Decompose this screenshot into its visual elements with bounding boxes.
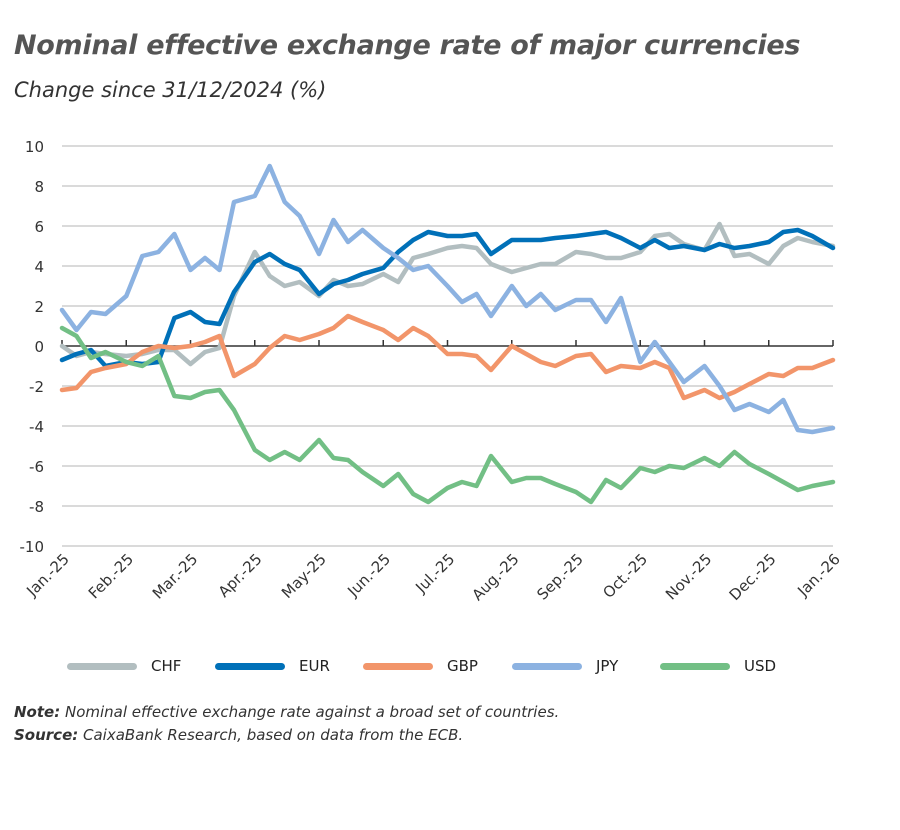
series-line-eur (59, 227, 836, 369)
x-tick-label: Jun.-25 (343, 550, 394, 601)
x-tick-label: Dec.-25 (726, 550, 780, 604)
legend-label: CHF (151, 657, 182, 675)
x-axis: Jan.-25 Feb.-25 Mar.-25 Apr.-25 May-25 Jun.-2… (22, 340, 844, 604)
y-tick-label: 10 (25, 138, 44, 156)
y-tick-label: -2 (29, 378, 44, 396)
line-chart: 10 8 6 4 2 0 -2 -4 -6 -8 -10 Jan.-25 Feb.-25 Mar.-25… (20, 138, 844, 604)
chart-subtitle: Change since 31/12/2024 (%) (14, 78, 327, 102)
x-tick-label: Jan.-26 (793, 550, 843, 600)
x-tick-label: Mar.-25 (149, 550, 201, 602)
source: Source: CaixaBank Research, based on dat… (14, 726, 463, 744)
legend: CHF EUR GBP JPY USD (0, 657, 900, 681)
y-tick-label: 8 (34, 178, 44, 196)
note: Note: Nominal effective exchange rate ag… (14, 703, 559, 721)
x-tick-label: Feb.-25 (85, 550, 137, 602)
legend-item-chf: CHF (67, 657, 181, 675)
note-label: Note: (14, 703, 61, 721)
x-tick-label: Jan.-25 (22, 550, 72, 600)
x-tick-label: Sep.-25 (533, 550, 586, 603)
legend-item-gbp: GBP (363, 657, 478, 675)
source-label: Source: (14, 726, 79, 744)
gridlines (62, 145, 833, 547)
y-tick-label: -10 (20, 538, 45, 556)
x-tick-label: May-25 (278, 550, 330, 602)
y-tick-label: -6 (29, 458, 44, 476)
y-tick-label: 0 (34, 338, 44, 356)
legend-label: EUR (299, 657, 330, 675)
y-tick-label: 2 (34, 298, 44, 316)
legend-label: USD (744, 657, 777, 675)
y-tick-label: -8 (29, 498, 44, 516)
series-line-usd (59, 325, 836, 505)
legend-label: JPY (596, 657, 619, 675)
series-line-gbp (59, 313, 836, 401)
legend-label: GBP (447, 657, 478, 675)
y-axis-ticks: 10 8 6 4 2 0 -2 -4 -6 -8 -10 (20, 138, 45, 556)
legend-swatch (660, 662, 730, 670)
x-tick-label: Apr.-25 (215, 550, 266, 601)
legend-item-eur: EUR (215, 657, 330, 675)
source-text: CaixaBank Research, based on data from t… (78, 726, 464, 744)
x-tick-label: Jul.-25 (411, 550, 458, 597)
y-tick-label: -4 (29, 418, 44, 436)
legend-swatch (67, 662, 137, 670)
y-tick-label: 4 (34, 258, 44, 276)
x-tick-label: Aug.-25 (468, 550, 522, 604)
chart-title: Nominal effective exchange rate of major… (14, 30, 801, 61)
legend-swatch (512, 662, 582, 670)
legend-item-usd: USD (660, 657, 776, 675)
legend-swatch (215, 662, 285, 670)
series-line-jpy (59, 163, 836, 435)
x-tick-label: Nov.-25 (662, 550, 715, 603)
legend-item-jpy: JPY (512, 657, 618, 675)
note-text: Nominal effective exchange rate against … (60, 703, 560, 721)
x-tick-label: Oct.-25 (599, 550, 651, 602)
series-lines (59, 163, 836, 505)
y-tick-label: 6 (34, 218, 44, 236)
legend-swatch (363, 662, 433, 670)
